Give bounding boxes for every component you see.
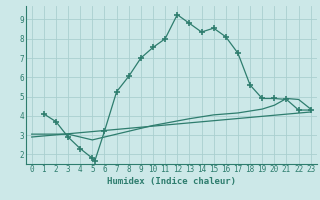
X-axis label: Humidex (Indice chaleur): Humidex (Indice chaleur) <box>107 177 236 186</box>
